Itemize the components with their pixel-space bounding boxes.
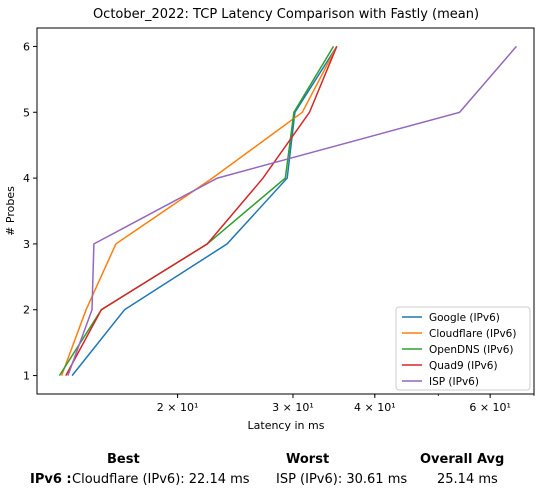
x-tick-label: 3 × 10¹ bbox=[272, 401, 314, 414]
y-axis-label: # Probes bbox=[4, 186, 17, 236]
series-line bbox=[65, 46, 338, 376]
series-line bbox=[71, 45, 338, 377]
series-line bbox=[67, 45, 517, 376]
series-line bbox=[60, 46, 338, 376]
x-tick-label: 6 × 10¹ bbox=[469, 401, 511, 414]
best-header: Best bbox=[107, 452, 140, 467]
overall-avg-value: 25.14 ms bbox=[437, 472, 498, 487]
y-tick-label: 3 bbox=[23, 238, 30, 251]
y-tick-label: 2 bbox=[23, 304, 30, 317]
series-line bbox=[58, 46, 335, 377]
legend-label: Google (IPv6) bbox=[429, 312, 500, 324]
x-tick-label: 4 × 10¹ bbox=[354, 401, 396, 414]
legend: Google (IPv6) Cloudflare (IPv6) OpenDNS (I… bbox=[395, 306, 531, 391]
ipv6-row-label: IPv6 : bbox=[30, 472, 72, 487]
plot-area: 1 2 3 4 5 6 2 × 10¹ 3 × 10¹ 4 × 10¹ 6 × 10¹ bbox=[23, 40, 535, 414]
legend-box bbox=[395, 306, 531, 391]
best-value: Cloudflare (IPv6): 22.14 ms bbox=[72, 472, 250, 487]
legend-label: Quad9 (IPv6) bbox=[429, 360, 498, 372]
legend-label: Cloudflare (IPv6) bbox=[429, 328, 516, 340]
x-axis-label: Latency in ms bbox=[248, 419, 325, 432]
plot-frame bbox=[36, 27, 535, 395]
overall-avg-header: Overall Avg bbox=[420, 452, 505, 467]
x-tick-label: 2 × 10¹ bbox=[157, 401, 199, 414]
y-tick-label: 6 bbox=[23, 40, 30, 53]
legend-label: OpenDNS (IPv6) bbox=[429, 344, 514, 356]
latency-chart: October_2022: TCP Latency Comparison wit… bbox=[4, 7, 535, 432]
legend-label: ISP (IPv6) bbox=[429, 376, 479, 388]
worst-header: Worst bbox=[286, 452, 330, 467]
worst-value: ISP (IPv6): 30.61 ms bbox=[276, 472, 408, 487]
y-tick-label: 4 bbox=[23, 172, 30, 185]
chart-title: October_2022: TCP Latency Comparison wit… bbox=[93, 7, 479, 22]
y-tick-label: 1 bbox=[23, 370, 30, 383]
y-tick-label: 5 bbox=[23, 106, 30, 119]
